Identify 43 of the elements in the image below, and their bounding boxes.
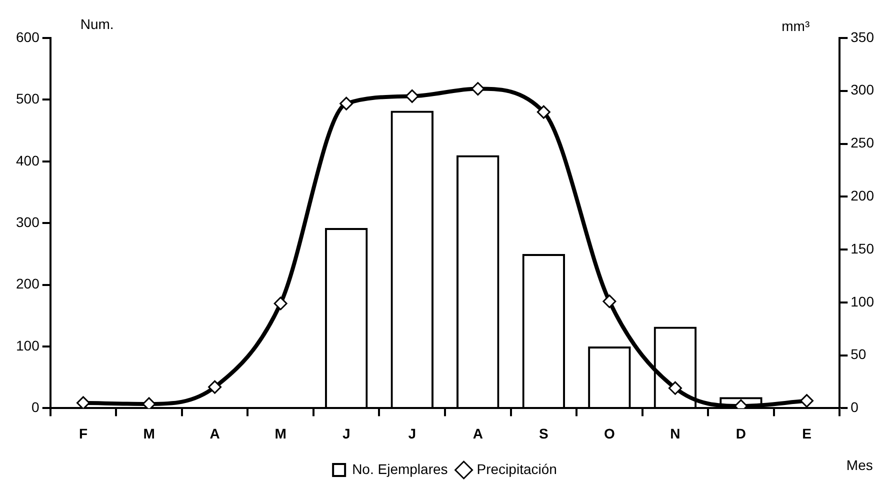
x-tick-label: M — [143, 425, 155, 442]
point — [274, 296, 288, 310]
x-tick-label: A — [210, 425, 220, 442]
y-axis-title: Num. — [80, 16, 114, 32]
x-tick-label: S — [538, 425, 548, 442]
y2-tick-label: 50 — [850, 346, 866, 362]
x-axis-title: Mes — [846, 456, 873, 473]
x-tick-label: J — [408, 425, 416, 442]
legend-label: No. Ejemplares — [352, 460, 448, 477]
x-tick-label: N — [670, 425, 680, 442]
point — [471, 82, 485, 96]
x-tick-label: D — [736, 425, 746, 442]
point — [208, 380, 222, 394]
point — [536, 105, 550, 119]
y2-tick-label: 0 — [850, 399, 859, 416]
y2-tick-label: 250 — [850, 134, 874, 151]
point — [405, 89, 419, 103]
y-tick-label: 400 — [16, 152, 40, 168]
point — [800, 394, 814, 408]
point — [340, 96, 354, 110]
y2-tick-label: 350 — [850, 28, 874, 45]
x-tick-label: F — [78, 425, 88, 442]
y2-tick-label: 150 — [850, 240, 874, 256]
y-tick-label: 0 — [32, 399, 40, 416]
x-tick-label: E — [802, 425, 812, 442]
y2-tick-label: 100 — [850, 293, 874, 310]
y-tick-label: 100 — [16, 337, 40, 354]
legend-label: Precipitación — [476, 460, 557, 477]
y2-axis-title: mm³ — [782, 18, 810, 34]
point — [142, 397, 156, 408]
point — [76, 396, 90, 408]
y-tick-label: 600 — [16, 28, 40, 45]
y-tick-label: 500 — [16, 90, 40, 107]
point — [602, 294, 616, 308]
x-tick-label: A — [472, 425, 483, 442]
x-tick-label: O — [604, 425, 615, 442]
y-tick-label: 200 — [16, 276, 40, 292]
y-tick-label: 300 — [16, 214, 40, 230]
x-tick-label: J — [342, 425, 350, 442]
x-tick-label: M — [274, 425, 286, 442]
y2-tick-label: 300 — [850, 82, 874, 98]
y2-tick-label: 200 — [850, 188, 874, 204]
point — [668, 381, 682, 395]
